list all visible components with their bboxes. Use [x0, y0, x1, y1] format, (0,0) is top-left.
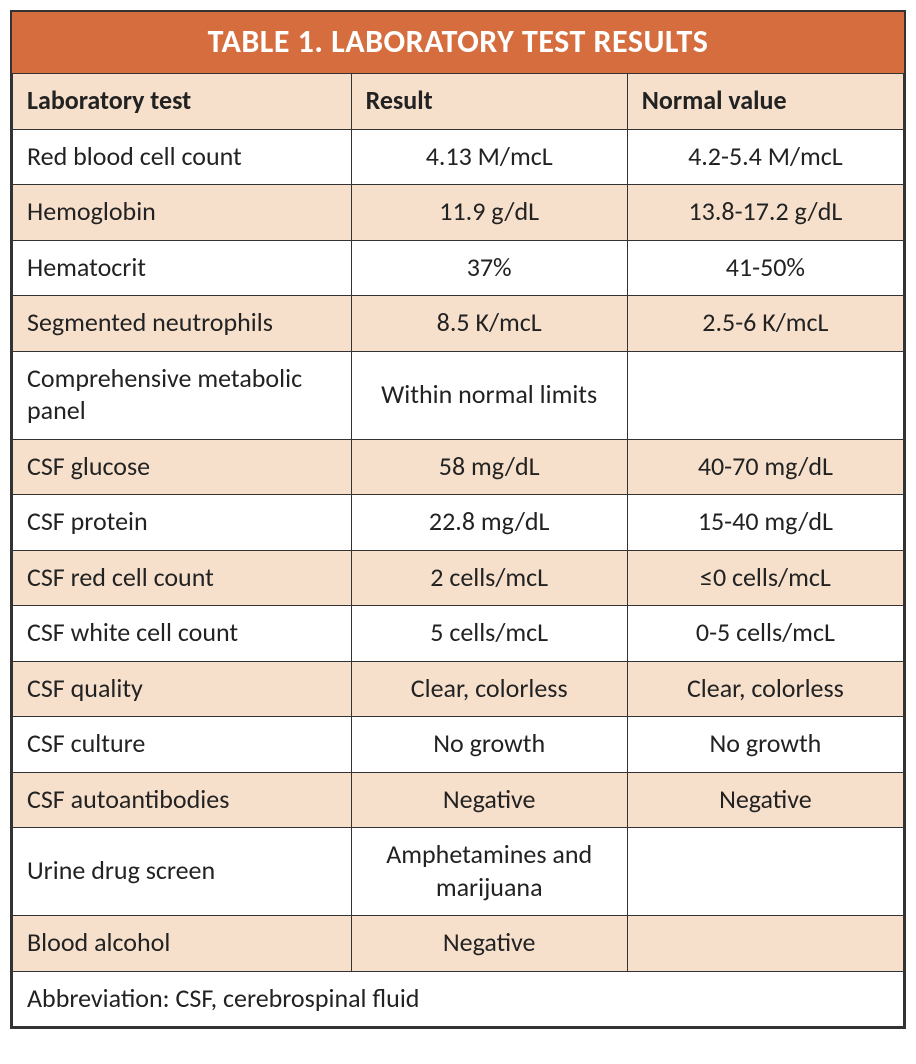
cell-normal: 40-70 mg/dL: [627, 439, 903, 495]
table-row: Segmented neutrophils 8.5 K/mcL 2.5-6 K/…: [13, 296, 904, 352]
table-row: CSF culture No growth No growth: [13, 717, 904, 773]
cell-normal: 0-5 cells/mcL: [627, 606, 903, 662]
cell-test: Hematocrit: [13, 240, 352, 296]
table-row: CSF protein 22.8 mg/dL 15-40 mg/dL: [13, 495, 904, 551]
cell-normal: 41-50%: [627, 240, 903, 296]
cell-test: Red blood cell count: [13, 129, 352, 185]
cell-result: Amphetamines and marijuana: [351, 828, 627, 916]
table-row: Hemoglobin 11.9 g/dL 13.8-17.2 g/dL: [13, 185, 904, 241]
cell-result: 5 cells/mcL: [351, 606, 627, 662]
cell-result: 22.8 mg/dL: [351, 495, 627, 551]
cell-result: 58 mg/dL: [351, 439, 627, 495]
cell-normal: [627, 916, 903, 972]
cell-result: 2 cells/mcL: [351, 550, 627, 606]
cell-test: CSF protein: [13, 495, 352, 551]
cell-test: Urine drug screen: [13, 828, 352, 916]
cell-normal: No growth: [627, 717, 903, 773]
cell-normal: Negative: [627, 772, 903, 828]
cell-result: Negative: [351, 916, 627, 972]
cell-test: CSF culture: [13, 717, 352, 773]
cell-result: 4.13 M/mcL: [351, 129, 627, 185]
table-row: Blood alcohol Negative: [13, 916, 904, 972]
cell-test: CSF quality: [13, 661, 352, 717]
cell-test: CSF glucose: [13, 439, 352, 495]
table-row: CSF quality Clear, colorless Clear, colo…: [13, 661, 904, 717]
cell-normal: Clear, colorless: [627, 661, 903, 717]
table-body: Red blood cell count 4.13 M/mcL 4.2-5.4 …: [13, 129, 904, 971]
cell-normal: [627, 351, 903, 439]
cell-normal: 4.2-5.4 M/mcL: [627, 129, 903, 185]
col-header-normal: Normal value: [627, 74, 903, 130]
table-title: TABLE 1. LABORATORY TEST RESULTS: [12, 12, 904, 73]
table-row: Red blood cell count 4.13 M/mcL 4.2-5.4 …: [13, 129, 904, 185]
lab-results-table: TABLE 1. LABORATORY TEST RESULTS Laborat…: [10, 10, 906, 1029]
cell-normal: [627, 828, 903, 916]
cell-normal: 13.8-17.2 g/dL: [627, 185, 903, 241]
cell-normal: 15-40 mg/dL: [627, 495, 903, 551]
table-row: CSF white cell count 5 cells/mcL 0-5 cel…: [13, 606, 904, 662]
table-row: Hematocrit 37% 41-50%: [13, 240, 904, 296]
cell-result: Negative: [351, 772, 627, 828]
table-row: Urine drug screen Amphetamines and marij…: [13, 828, 904, 916]
table-footer-text: Abbreviation: CSF, cerebrospinal fluid: [13, 971, 904, 1027]
cell-test: CSF white cell count: [13, 606, 352, 662]
cell-test: Segmented neutrophils: [13, 296, 352, 352]
cell-test: CSF red cell count: [13, 550, 352, 606]
table-header-row: Laboratory test Result Normal value: [13, 74, 904, 130]
col-header-test: Laboratory test: [13, 74, 352, 130]
cell-result: Within normal limits: [351, 351, 627, 439]
results-table: Laboratory test Result Normal value Red …: [12, 73, 904, 1027]
table-row: CSF glucose 58 mg/dL 40-70 mg/dL: [13, 439, 904, 495]
cell-normal: ≤0 cells/mcL: [627, 550, 903, 606]
table-row: CSF red cell count 2 cells/mcL ≤0 cells/…: [13, 550, 904, 606]
cell-result: 11.9 g/dL: [351, 185, 627, 241]
table-row: Comprehensive metabolic panel Within nor…: [13, 351, 904, 439]
cell-result: Clear, colorless: [351, 661, 627, 717]
cell-test: CSF autoantibodies: [13, 772, 352, 828]
cell-normal: 2.5-6 K/mcL: [627, 296, 903, 352]
cell-test: Comprehensive metabolic panel: [13, 351, 352, 439]
cell-test: Hemoglobin: [13, 185, 352, 241]
cell-result: 8.5 K/mcL: [351, 296, 627, 352]
cell-result: 37%: [351, 240, 627, 296]
table-row: CSF autoantibodies Negative Negative: [13, 772, 904, 828]
col-header-result: Result: [351, 74, 627, 130]
cell-test: Blood alcohol: [13, 916, 352, 972]
table-footer-row: Abbreviation: CSF, cerebrospinal fluid: [13, 971, 904, 1027]
cell-result: No growth: [351, 717, 627, 773]
